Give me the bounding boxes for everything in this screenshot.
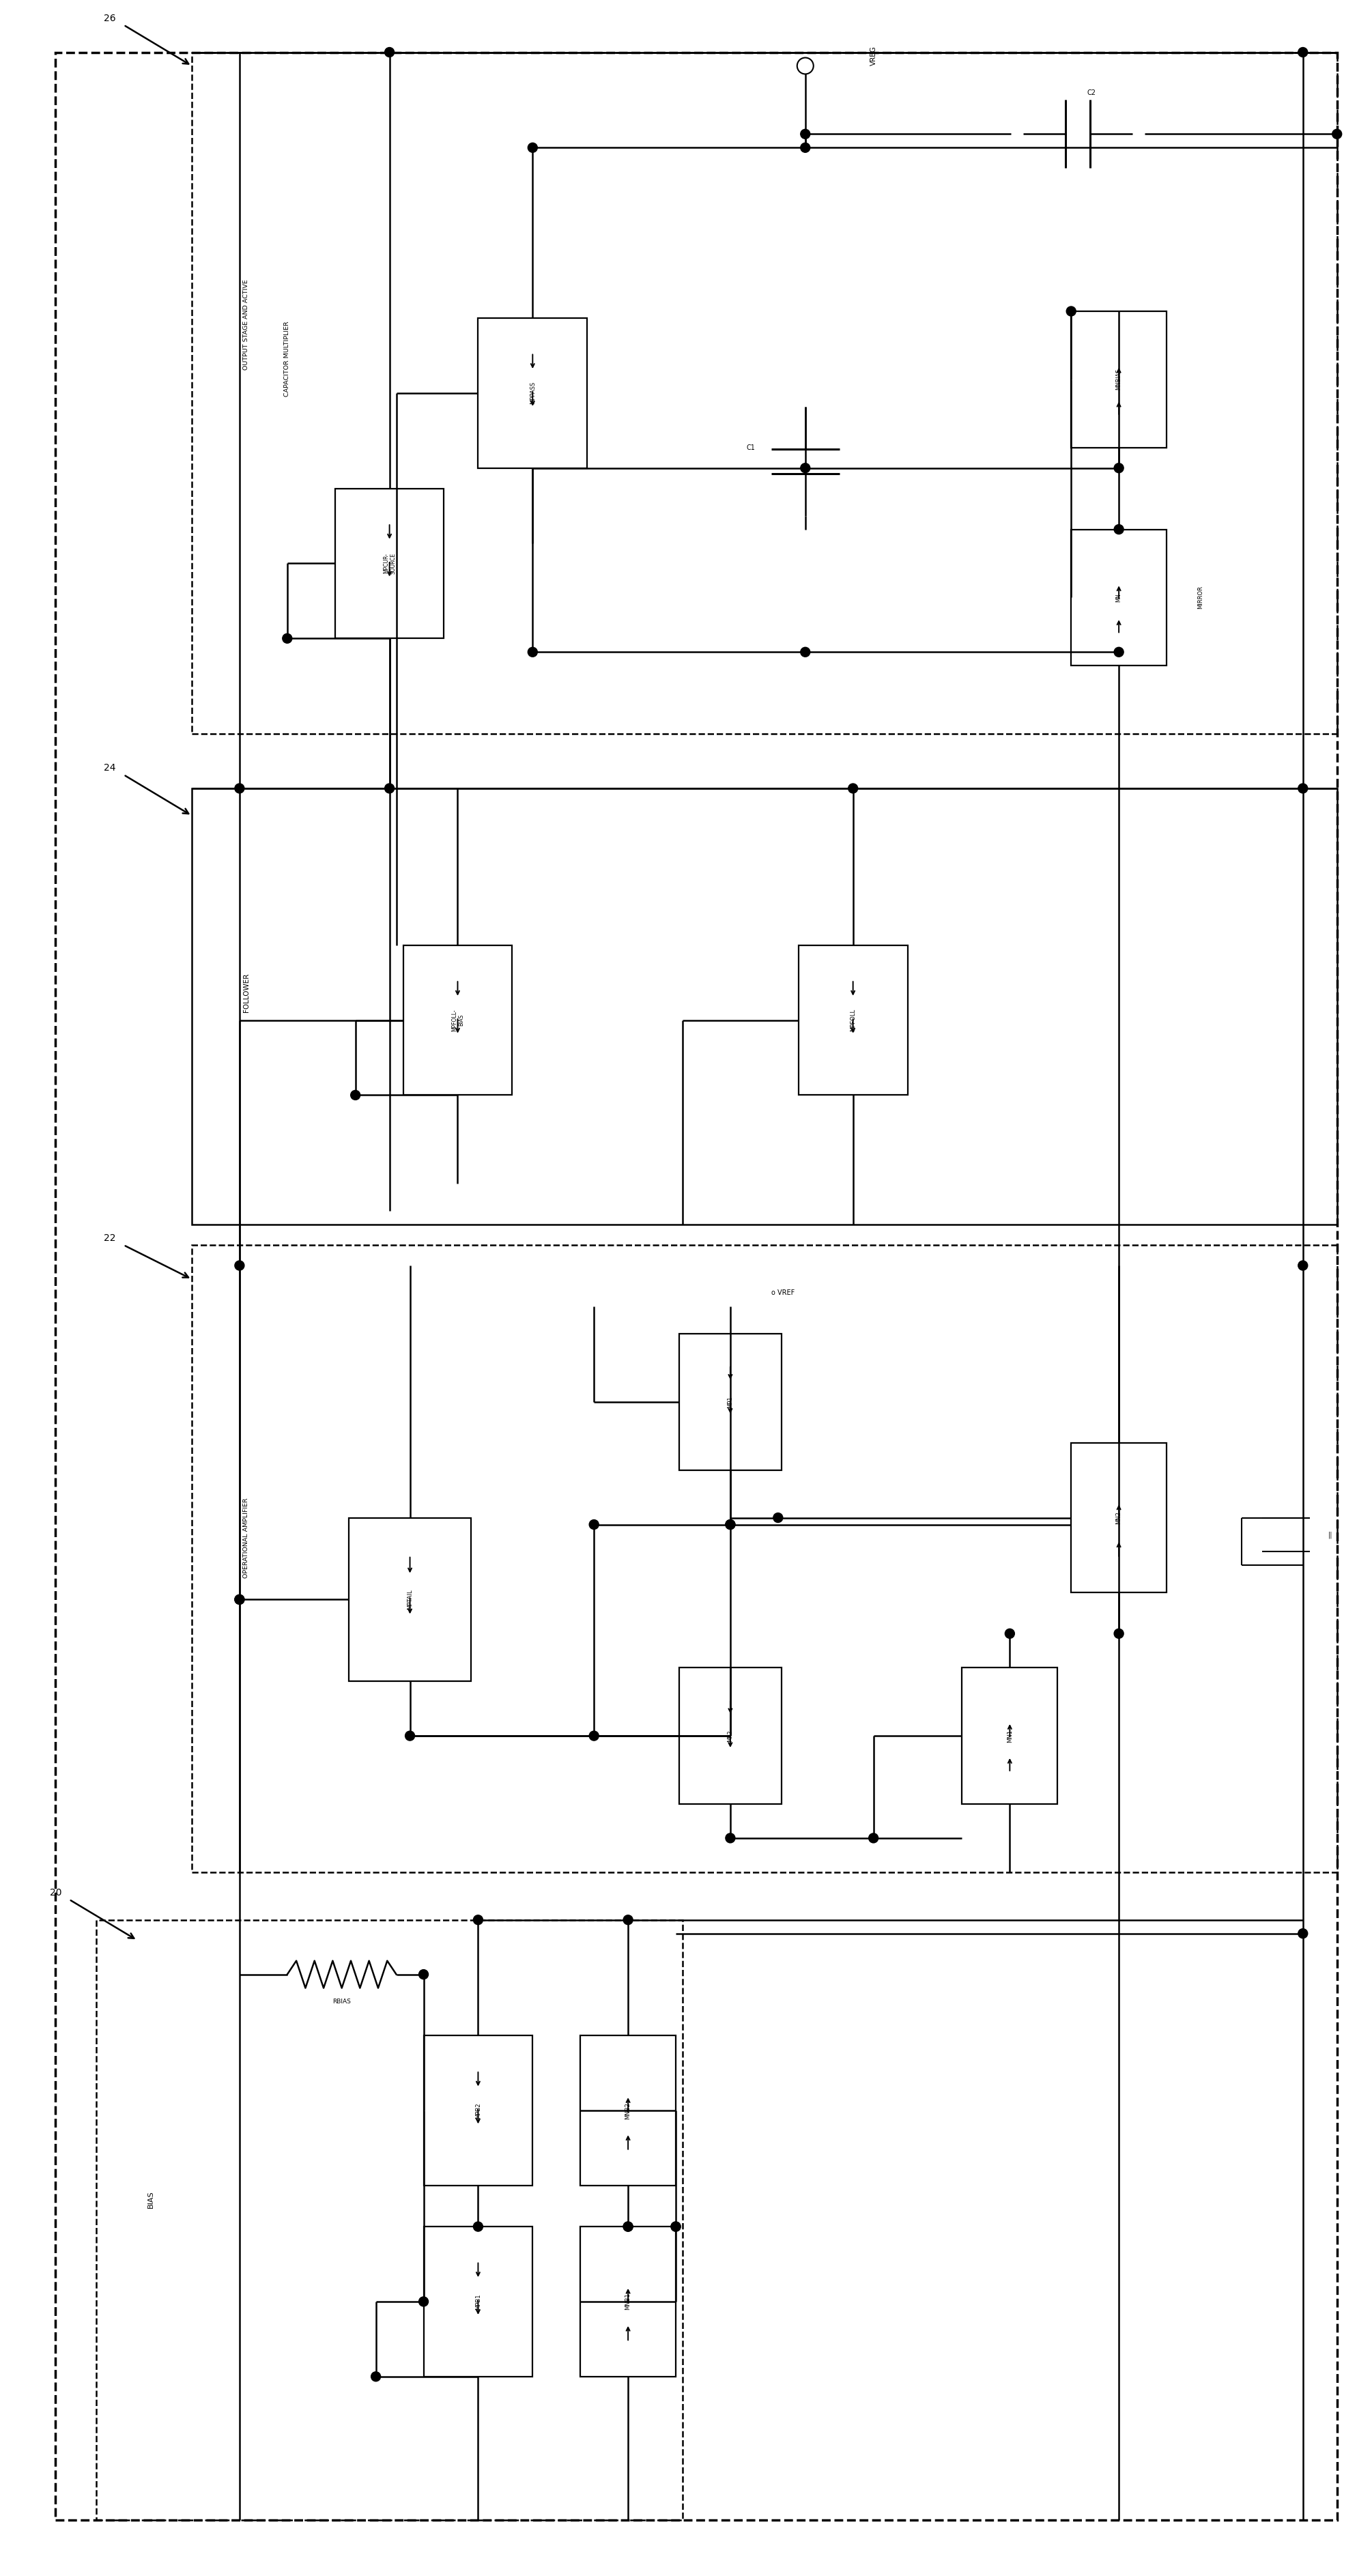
Circle shape (473, 2223, 483, 2231)
Circle shape (671, 2223, 681, 2231)
Text: MN: MN (1115, 592, 1122, 603)
Circle shape (848, 783, 858, 793)
Bar (96, 1919, 683, 2519)
Bar (799, 945, 907, 1095)
Bar (192, 52, 1336, 734)
Bar (192, 788, 1336, 1224)
Circle shape (283, 634, 292, 644)
Text: C1: C1 (746, 443, 755, 451)
Text: MPB2: MPB2 (475, 2102, 482, 2117)
Circle shape (800, 647, 809, 657)
Circle shape (868, 1834, 878, 1842)
Circle shape (623, 2223, 632, 2231)
Text: OPERATIONAL AMPLIFIER: OPERATIONAL AMPLIFIER (243, 1499, 250, 1579)
Circle shape (1298, 1260, 1308, 1270)
Text: MPB1: MPB1 (475, 2293, 482, 2311)
Text: 24: 24 (104, 762, 117, 773)
Text: MPFOLL-
BIAS: MPFOLL- BIAS (451, 1010, 464, 1030)
Bar (1072, 528, 1166, 665)
Bar (1072, 312, 1166, 448)
Text: MPFOLL: MPFOLL (849, 1010, 856, 1030)
Bar (1072, 1443, 1166, 1592)
Circle shape (1298, 1929, 1308, 1937)
Text: MN1: MN1 (1007, 1728, 1013, 1741)
Circle shape (1332, 129, 1342, 139)
Circle shape (1114, 1628, 1124, 1638)
Text: MPCUR-
SOURCE: MPCUR- SOURCE (383, 554, 397, 574)
Bar (580, 2035, 676, 2184)
Bar (962, 1667, 1058, 1803)
Bar (679, 1667, 782, 1803)
Circle shape (1298, 783, 1308, 793)
Circle shape (726, 1834, 735, 1842)
Text: MPPASS: MPPASS (530, 381, 535, 404)
Circle shape (418, 1971, 428, 1978)
Bar (424, 2226, 532, 2378)
Bar (424, 2035, 532, 2184)
Text: MN2: MN2 (1115, 1512, 1122, 1525)
Text: OUTPUT STAGE AND ACTIVE: OUTPUT STAGE AND ACTIVE (243, 281, 250, 371)
Text: MIRROR: MIRROR (1198, 585, 1203, 608)
Circle shape (774, 1512, 783, 1522)
Text: RBIAS: RBIAS (332, 1999, 351, 2004)
Text: MNB2: MNB2 (626, 2102, 631, 2120)
Circle shape (384, 46, 394, 57)
Circle shape (235, 783, 244, 793)
Text: MNBIAS: MNBIAS (1115, 368, 1122, 389)
Circle shape (589, 1520, 598, 1530)
Circle shape (405, 1731, 414, 1741)
Circle shape (418, 2298, 428, 2306)
Text: MPTAIL: MPTAIL (407, 1589, 413, 1610)
Bar (348, 1517, 472, 1682)
Text: 22: 22 (104, 1234, 117, 1244)
Circle shape (623, 2223, 632, 2231)
Text: FOLLOWER: FOLLOWER (243, 974, 250, 1012)
Circle shape (800, 142, 809, 152)
Circle shape (726, 1520, 735, 1530)
Circle shape (800, 464, 809, 474)
Circle shape (1298, 46, 1308, 57)
Bar (403, 945, 512, 1095)
Circle shape (235, 1595, 244, 1605)
Circle shape (589, 1731, 598, 1741)
Circle shape (800, 129, 809, 139)
Circle shape (384, 783, 394, 793)
Bar (477, 317, 587, 469)
Text: ||: || (1328, 1530, 1332, 1538)
Circle shape (1066, 307, 1076, 317)
Circle shape (726, 1520, 735, 1530)
Circle shape (235, 1595, 244, 1605)
Circle shape (1006, 1628, 1014, 1638)
Circle shape (1114, 526, 1124, 533)
Text: 20: 20 (49, 1888, 62, 1899)
Text: MP1: MP1 (727, 1396, 734, 1409)
Bar (580, 2226, 676, 2378)
Text: o VREF: o VREF (771, 1291, 794, 1296)
Circle shape (1114, 464, 1124, 474)
Circle shape (1114, 647, 1124, 657)
Text: VREG: VREG (870, 46, 877, 67)
Text: 26: 26 (104, 13, 117, 23)
Text: BIAS: BIAS (148, 2190, 154, 2208)
Circle shape (370, 2372, 380, 2380)
Circle shape (351, 1090, 361, 1100)
Circle shape (528, 647, 538, 657)
Circle shape (235, 1260, 244, 1270)
Text: C2: C2 (1087, 90, 1096, 95)
Text: CAPACITOR MULTIPLIER: CAPACITOR MULTIPLIER (284, 322, 291, 397)
Text: MP2: MP2 (727, 1731, 734, 1741)
Circle shape (528, 142, 538, 152)
Bar (192, 1244, 1336, 1873)
Text: MNB1: MNB1 (626, 2293, 631, 2311)
Bar (335, 489, 445, 639)
Circle shape (671, 2223, 681, 2231)
Circle shape (623, 1914, 632, 1924)
Circle shape (473, 1914, 483, 1924)
Bar (679, 1334, 782, 1471)
